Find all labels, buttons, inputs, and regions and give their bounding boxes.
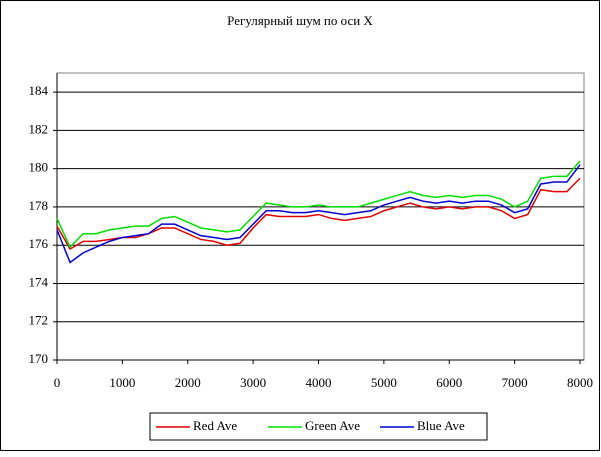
x-tick-label: 3000 [240,375,266,390]
x-tick-label: 4000 [306,375,332,390]
y-tick-label: 172 [29,313,49,328]
y-tick-label: 182 [29,121,49,136]
legend-label: Red Ave [193,418,237,433]
y-tick-label: 184 [29,83,49,98]
legend-label: Green Ave [305,418,360,433]
series-line [56,160,581,249]
y-tick-label: 174 [29,274,49,289]
x-tick-label: 7000 [502,375,528,390]
x-tick-label: 6000 [436,375,462,390]
x-tick-label: 8000 [567,375,593,390]
chart-title: Регулярный шум по оси X [227,13,373,28]
x-tick-label: 0 [54,375,61,390]
x-tick-label: 2000 [175,375,201,390]
legend-label: Blue Ave [417,418,465,433]
plot-area [56,72,585,361]
y-tick-label: 170 [29,351,49,366]
series-line [56,164,581,264]
y-tick-label: 178 [29,198,49,213]
x-tick-label: 1000 [109,375,135,390]
x-tick-label: 5000 [371,375,397,390]
legend-box [149,412,488,441]
y-tick-label: 176 [29,236,49,251]
y-tick-label: 180 [29,160,49,175]
